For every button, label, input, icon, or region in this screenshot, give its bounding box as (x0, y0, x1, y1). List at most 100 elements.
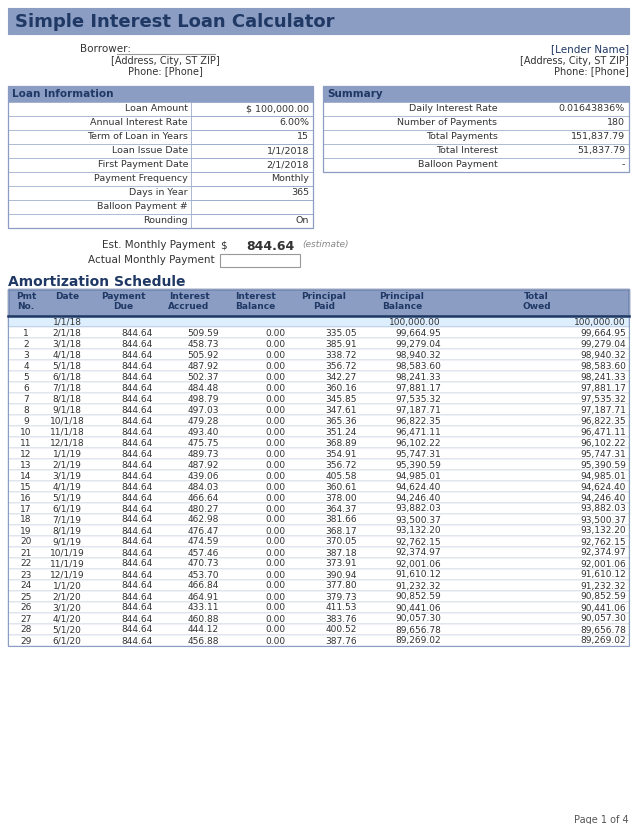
Text: 96,822.35: 96,822.35 (396, 416, 441, 425)
Text: First Payment Date: First Payment Date (97, 160, 188, 169)
Text: 0.00: 0.00 (265, 405, 285, 414)
Text: 2/1/19: 2/1/19 (53, 461, 82, 470)
Text: Number of Payments: Number of Payments (397, 118, 497, 127)
Bar (323, 144, 629, 158)
Bar (8, 327, 629, 338)
Bar (8, 448, 629, 459)
Text: [Address, City, ST ZIP]: [Address, City, ST ZIP] (111, 56, 219, 66)
Text: 356.72: 356.72 (326, 362, 357, 371)
Bar (191, 144, 313, 158)
Bar (8, 525, 629, 536)
Text: 1/1/2018: 1/1/2018 (266, 146, 309, 155)
Text: 151,837.79: 151,837.79 (571, 132, 625, 141)
Text: 12: 12 (20, 450, 32, 458)
Text: 11/1/19: 11/1/19 (50, 559, 84, 569)
Text: 0.01643836%: 0.01643836% (559, 104, 625, 113)
Text: 0.00: 0.00 (265, 636, 285, 645)
Text: 368.17: 368.17 (326, 527, 357, 536)
Text: 0.00: 0.00 (265, 570, 285, 579)
Text: 844.64: 844.64 (122, 483, 153, 491)
Text: 10/1/19: 10/1/19 (50, 549, 84, 558)
Text: Actual Monthly Payment: Actual Monthly Payment (89, 255, 215, 265)
Text: 364.37: 364.37 (326, 504, 357, 513)
Text: 458.73: 458.73 (187, 339, 219, 349)
Text: Payment Frequency: Payment Frequency (94, 174, 188, 183)
Text: Summary: Summary (327, 89, 383, 99)
Text: 493.40: 493.40 (188, 428, 219, 437)
Text: 373.91: 373.91 (326, 559, 357, 569)
Text: (estimate): (estimate) (302, 240, 348, 249)
Bar (323, 116, 629, 130)
Text: 21: 21 (20, 549, 32, 558)
Text: 99,279.04: 99,279.04 (396, 339, 441, 349)
Text: 90,057.30: 90,057.30 (580, 615, 626, 624)
Text: 98,241.33: 98,241.33 (396, 372, 441, 382)
Text: 2/1/20: 2/1/20 (53, 592, 82, 602)
Text: 95,390.59: 95,390.59 (395, 461, 441, 470)
Text: 96,102.22: 96,102.22 (580, 438, 626, 447)
Bar (8, 316, 629, 327)
Text: 0.00: 0.00 (265, 395, 285, 404)
Text: Principal
Paid: Principal Paid (301, 292, 347, 311)
Bar (8, 437, 629, 448)
Text: 6: 6 (23, 383, 29, 392)
Text: 94,624.40: 94,624.40 (396, 483, 441, 491)
Text: 91,232.32: 91,232.32 (396, 582, 441, 591)
Text: 439.06: 439.06 (187, 471, 219, 480)
Bar (8, 116, 313, 130)
Bar (8, 382, 629, 393)
Text: 28: 28 (20, 625, 32, 634)
Bar (8, 172, 313, 186)
Text: 1/1/18: 1/1/18 (52, 317, 82, 326)
Text: Date: Date (55, 292, 79, 301)
Text: Page 1 of 4: Page 1 of 4 (575, 815, 629, 824)
Bar (191, 214, 313, 228)
Text: 368.89: 368.89 (326, 438, 357, 447)
Text: 90,441.06: 90,441.06 (580, 603, 626, 612)
Text: Est. Monthly Payment: Est. Monthly Payment (102, 240, 215, 250)
Text: 26: 26 (20, 603, 32, 612)
Text: 470.73: 470.73 (187, 559, 219, 569)
Text: 476.47: 476.47 (188, 527, 219, 536)
Text: 844.64: 844.64 (122, 416, 153, 425)
Text: 100,000.00: 100,000.00 (389, 317, 441, 326)
Text: 354.91: 354.91 (326, 450, 357, 458)
Text: 2/1/2018: 2/1/2018 (266, 160, 309, 169)
Text: 0.00: 0.00 (265, 461, 285, 470)
Text: 94,246.40: 94,246.40 (580, 494, 626, 503)
Text: 385.91: 385.91 (326, 339, 357, 349)
Text: 6.00%: 6.00% (279, 118, 309, 127)
Text: 92,374.97: 92,374.97 (580, 549, 626, 558)
Text: 0.00: 0.00 (265, 516, 285, 525)
Text: Daily Interest Rate: Daily Interest Rate (409, 104, 497, 113)
Text: 93,132.20: 93,132.20 (396, 527, 441, 536)
Text: 347.61: 347.61 (326, 405, 357, 414)
Text: 8: 8 (23, 405, 29, 414)
Text: 9: 9 (23, 416, 29, 425)
Text: 0.00: 0.00 (265, 615, 285, 624)
Text: 844.64: 844.64 (122, 625, 153, 634)
Text: 7/1/18: 7/1/18 (52, 383, 82, 392)
Text: 2/1/18: 2/1/18 (53, 329, 82, 338)
Text: Term of Loan in Years: Term of Loan in Years (87, 132, 188, 141)
Text: 370.05: 370.05 (326, 537, 357, 546)
Text: $: $ (220, 240, 227, 250)
Text: 844.64: 844.64 (246, 240, 294, 253)
Text: 379.73: 379.73 (326, 592, 357, 602)
Text: Interest
Accrued: Interest Accrued (168, 292, 210, 311)
Bar (8, 200, 313, 214)
Bar (8, 547, 629, 558)
Text: 92,001.06: 92,001.06 (580, 559, 626, 569)
Text: Days in Year: Days in Year (129, 188, 188, 197)
Text: 479.28: 479.28 (188, 416, 219, 425)
Text: 92,374.97: 92,374.97 (396, 549, 441, 558)
Text: 19: 19 (20, 527, 32, 536)
Text: 92,762.15: 92,762.15 (396, 537, 441, 546)
Bar (8, 349, 629, 360)
Text: 95,390.59: 95,390.59 (580, 461, 626, 470)
Bar (8, 591, 629, 602)
Text: 4/1/20: 4/1/20 (53, 615, 82, 624)
Text: 12/1/18: 12/1/18 (50, 438, 84, 447)
Text: 0.00: 0.00 (265, 592, 285, 602)
Text: 89,656.78: 89,656.78 (395, 625, 441, 634)
